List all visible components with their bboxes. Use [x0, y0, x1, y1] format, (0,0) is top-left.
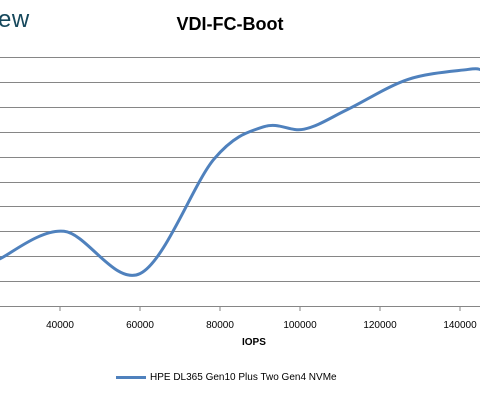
- chart-title: VDI-FC-Boot: [176, 14, 284, 34]
- x-tick-label: 140000: [443, 320, 477, 331]
- brand-logo-text: ew: [0, 6, 30, 33]
- legend-label: HPE DL365 Gen10 Plus Two Gen4 NVMe: [150, 372, 337, 383]
- x-tick-label: 120000: [363, 320, 397, 331]
- x-tick-label: 80000: [206, 320, 234, 331]
- x-axis-label: IOPS: [242, 337, 266, 348]
- legend: HPE DL365 Gen10 Plus Two Gen4 NVMe: [116, 372, 337, 383]
- legend-swatch: [116, 376, 146, 379]
- x-tick-label: 40000: [46, 320, 74, 331]
- x-tick-label: 100000: [283, 320, 317, 331]
- series-line: [0, 67, 480, 277]
- x-tick-label: 60000: [126, 320, 154, 331]
